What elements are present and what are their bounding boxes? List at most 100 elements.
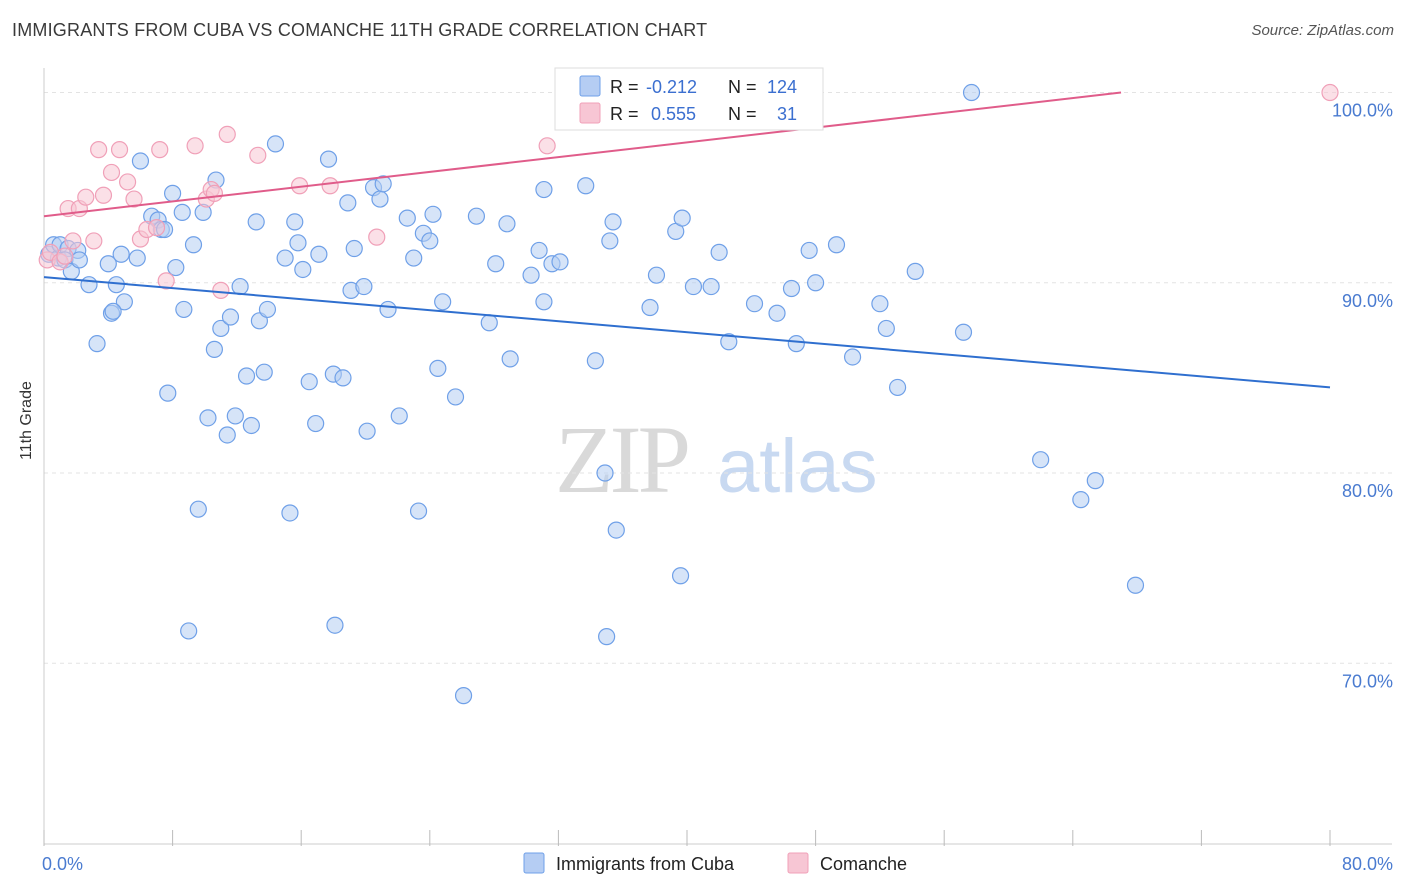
data-point [577, 177, 595, 195]
x-tick-label: 80.0% [1342, 854, 1393, 874]
stats-n-value-1: 124 [767, 77, 797, 97]
data-point [671, 567, 690, 585]
data-point [80, 276, 98, 294]
data-point [684, 277, 703, 296]
data-point [888, 378, 907, 397]
data-point [710, 243, 728, 261]
data-point [255, 363, 273, 381]
data-point [586, 352, 604, 370]
data-point [88, 335, 106, 353]
data-point [218, 426, 236, 444]
data-point [221, 308, 240, 326]
data-point [607, 521, 625, 539]
data-point [487, 255, 505, 273]
data-point [421, 232, 439, 250]
data-point [247, 213, 265, 231]
data-point [112, 245, 130, 263]
data-point [877, 319, 895, 338]
y-tick-label: 90.0% [1342, 291, 1393, 311]
data-point [77, 188, 95, 206]
data-point [647, 266, 666, 284]
data-point [326, 616, 344, 634]
data-point [379, 300, 397, 319]
data-point [266, 135, 285, 153]
data-point [118, 173, 137, 191]
data-point [871, 295, 889, 313]
data-point [125, 190, 143, 208]
data-point [390, 407, 408, 425]
data-point [321, 177, 339, 195]
data-point [258, 300, 277, 319]
data-point [827, 236, 846, 254]
data-point [551, 253, 569, 271]
data-point [151, 141, 169, 159]
data-point [954, 323, 973, 341]
data-point [604, 213, 622, 231]
data-point [424, 205, 442, 223]
stats-r-value-1: -0.212 [646, 77, 697, 97]
data-point [167, 258, 185, 277]
data-point [498, 215, 516, 233]
data-point [345, 239, 363, 258]
stats-swatch-blue [579, 75, 601, 97]
data-point [249, 146, 267, 164]
data-point [104, 302, 122, 320]
y-tick-label: 80.0% [1342, 481, 1393, 501]
y-tick-label: 70.0% [1342, 671, 1393, 691]
data-point [522, 266, 540, 284]
data-point [226, 407, 244, 425]
data-point [1032, 451, 1050, 469]
data-point [535, 180, 553, 199]
data-point [596, 464, 614, 482]
data-point [85, 232, 103, 250]
data-point [800, 241, 818, 260]
data-point [434, 293, 452, 311]
data-point [374, 175, 392, 193]
data-point [294, 260, 312, 279]
data-point [538, 137, 556, 155]
data-point [368, 228, 386, 246]
trend-line-cuba [43, 276, 1331, 389]
chart-title: IMMIGRANTS FROM CUBA VS COMANCHE 11TH GR… [12, 20, 708, 40]
data-point [164, 184, 182, 202]
data-point [115, 293, 133, 311]
source-label: Source: ZipAtlas.com [1251, 22, 1394, 39]
axes [43, 68, 1392, 846]
data-point [180, 622, 198, 640]
data-point [1126, 576, 1145, 594]
data-point [601, 232, 619, 250]
data-point [102, 163, 121, 182]
data-point [205, 184, 223, 202]
data-point [358, 422, 376, 440]
data-point [212, 281, 230, 299]
data-point [319, 150, 338, 168]
data-point [276, 249, 294, 267]
data-point [446, 388, 465, 406]
y-tick-label: 100.0% [1332, 101, 1393, 121]
data-point [355, 277, 373, 296]
data-point [94, 186, 113, 204]
data-point [131, 152, 150, 170]
stats-n-label-2: N = [728, 104, 757, 124]
watermark-atlas: atlas [717, 424, 878, 509]
data-point [212, 319, 230, 338]
data-point [242, 416, 260, 435]
data-point [673, 209, 691, 227]
data-point [480, 314, 498, 332]
data-point [218, 125, 236, 143]
data-point [159, 384, 177, 402]
data-point [184, 236, 203, 254]
data-point [409, 502, 428, 520]
data-point [1321, 83, 1339, 102]
trend-lines [43, 91, 1331, 389]
data-point [286, 213, 304, 231]
stats-r-label-1: R = [610, 77, 639, 97]
data-point [454, 687, 473, 705]
data-point [598, 628, 616, 646]
data-point [90, 141, 108, 159]
data-point [906, 262, 924, 280]
data-point [530, 241, 548, 260]
data-point [128, 249, 146, 267]
stats-swatch-pink [579, 102, 601, 124]
data-point [1072, 491, 1090, 509]
